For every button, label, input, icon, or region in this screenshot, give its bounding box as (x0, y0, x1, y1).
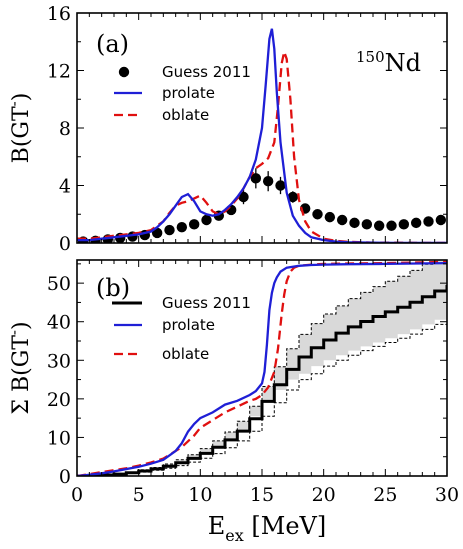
y-tick-label: 16 (47, 3, 71, 25)
data-point (164, 224, 175, 236)
panel-label-b: (b) (96, 274, 130, 302)
y-tick-label: 30 (47, 350, 71, 372)
y-tick-label: 4 (59, 176, 71, 198)
data-point (435, 214, 447, 226)
legend-label-prolate: prolate (162, 84, 215, 102)
x-tick-label: 30 (435, 484, 459, 506)
uncertainty-band (77, 260, 447, 476)
data-point (262, 175, 274, 187)
data-point (386, 220, 397, 231)
x-tick-label: 25 (373, 484, 397, 506)
data-point (238, 191, 249, 203)
data-point (324, 211, 336, 223)
series-prolate-line (77, 261, 447, 476)
nucleus-annotation: 150Nd (356, 48, 421, 77)
data-point (336, 214, 348, 226)
legend-label-prolate: prolate (162, 316, 215, 334)
data-point (423, 216, 434, 227)
legend-label-data: Guess 2011 (162, 294, 251, 312)
y-tick-label: 0 (59, 233, 71, 255)
y-tick-label: 8 (59, 118, 71, 140)
x-tick-label: 15 (250, 484, 274, 506)
data-point (410, 217, 422, 229)
legend-marker-data (118, 66, 130, 78)
panel-label-a: (a) (96, 30, 129, 58)
y-axis-label-b: Σ B(GT-) (5, 321, 34, 414)
x-tick-label: 5 (133, 484, 145, 506)
x-axis-label: Eex [MeV] (208, 512, 327, 545)
data-point (176, 221, 188, 233)
y-axis-label-a: B(GT-) (5, 93, 34, 164)
y-tick-label: 20 (47, 389, 71, 411)
data-point (373, 220, 385, 231)
data-point (398, 219, 410, 230)
panel-a: 0 4 8 12 16 (a) 150Nd Guess 2011 prolate oblate B(… (5, 3, 448, 255)
series-prolate-line (77, 28, 447, 243)
legend-label-oblate: oblate (162, 345, 209, 363)
data-point (188, 219, 200, 230)
legend-label-data: Guess 2011 (162, 63, 251, 81)
data-point (361, 219, 373, 230)
x-tick-label: 10 (188, 484, 212, 506)
legend-label-oblate: oblate (162, 106, 209, 124)
data-point (275, 180, 286, 191)
panel-b: 0 5 10 15 20 25 30 0 10 20 30 40 50 (b) Guess 2011 prol… (5, 259, 459, 545)
data-point (201, 214, 212, 226)
plot-area-a (77, 28, 447, 243)
data-point (349, 217, 360, 229)
x-tick-label: 0 (71, 484, 83, 506)
y-tick-label: 12 (47, 61, 71, 83)
plot-area-b (77, 260, 447, 476)
data-point (312, 209, 323, 220)
series-oblate-line (77, 47, 447, 243)
data-point (250, 173, 262, 184)
y-tick-label: 10 (47, 427, 71, 449)
y-tick-label: 40 (47, 312, 71, 334)
y-tick-label: 50 (47, 273, 71, 295)
x-tick-label: 20 (312, 484, 336, 506)
y-tick-label: 0 (59, 466, 71, 488)
data-point (287, 191, 299, 203)
